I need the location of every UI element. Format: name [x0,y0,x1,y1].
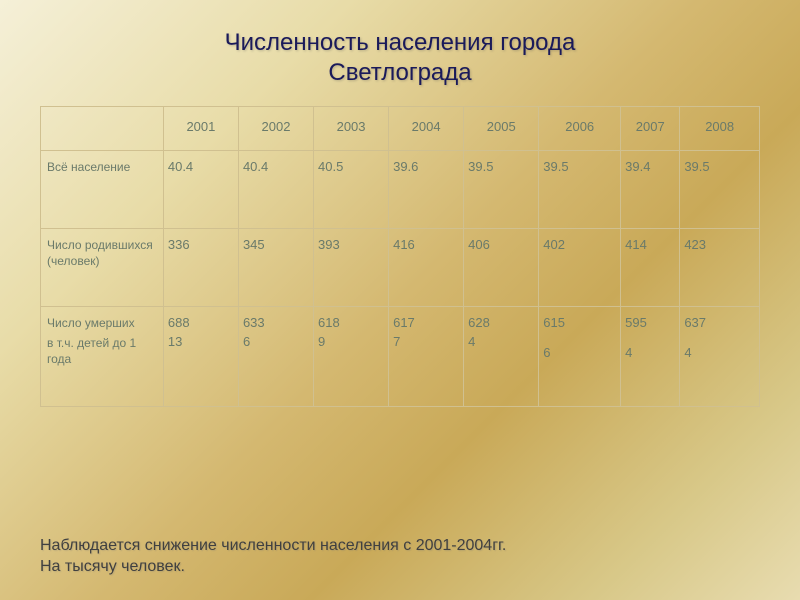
cell: 40.4 [163,151,238,229]
header-year: 2003 [314,107,389,151]
cell: 637 4 [680,307,760,407]
title-line-1: Численность населения города [225,29,576,56]
header-year: 2001 [163,107,238,151]
title-line-2: Светлограда [328,59,471,86]
deaths-main: 618 [318,315,340,330]
deaths-main: 628 [468,315,490,330]
slide-title: Численность населения города Светлограда [0,0,800,88]
deaths-main: 688 [168,315,190,330]
deaths-sub: 6 [543,345,550,360]
deaths-sub: 13 [168,334,234,349]
deaths-sub: 4 [468,334,534,349]
cell: 402 [539,229,621,307]
deaths-sub: 9 [318,334,384,349]
deaths-main: 595 [625,315,647,330]
deaths-sub: 7 [393,334,459,349]
header-blank [41,107,164,151]
population-table: 2001 2002 2003 2004 2005 2006 2007 2008 … [40,106,760,407]
cell: 633 6 [238,307,313,407]
cell: 345 [238,229,313,307]
row-label-total-population: Всё население [41,151,164,229]
header-year: 2007 [621,107,680,151]
cell: 39.5 [539,151,621,229]
cell: 617 7 [389,307,464,407]
cell: 414 [621,229,680,307]
header-year: 2002 [238,107,313,151]
row-label-deaths: Число умерших в т.ч. детей до 1 года [41,307,164,407]
cell: 336 [163,229,238,307]
deaths-main: 633 [243,315,265,330]
cell: 40.5 [314,151,389,229]
cell: 595 4 [621,307,680,407]
cell: 39.5 [464,151,539,229]
deaths-sub: 4 [684,345,691,360]
header-year: 2006 [539,107,621,151]
cell: 423 [680,229,760,307]
table-header-row: 2001 2002 2003 2004 2005 2006 2007 2008 [41,107,760,151]
cell: 618 9 [314,307,389,407]
population-table-container: 2001 2002 2003 2004 2005 2006 2007 2008 … [40,106,760,407]
deaths-sub: 6 [243,334,309,349]
deaths-label-main: Число умерших [47,316,135,330]
deaths-main: 615 [543,315,565,330]
header-year: 2005 [464,107,539,151]
cell: 39.6 [389,151,464,229]
cell: 40.4 [238,151,313,229]
header-year: 2004 [389,107,464,151]
cell: 416 [389,229,464,307]
footer-line-1: Наблюдается снижение численности населен… [40,537,506,554]
header-year: 2008 [680,107,760,151]
cell: 406 [464,229,539,307]
table-row: Число умерших в т.ч. детей до 1 года 688… [41,307,760,407]
cell: 39.5 [680,151,760,229]
footer-note: Наблюдается снижение численности населен… [40,535,760,578]
cell: 615 6 [539,307,621,407]
footer-line-2: На тысячу человек. [40,558,185,575]
deaths-main: 637 [684,315,706,330]
deaths-main: 617 [393,315,415,330]
row-label-births: Число родившихся (человек) [41,229,164,307]
cell: 628 4 [464,307,539,407]
table-row: Число родившихся (человек) 336 345 393 4… [41,229,760,307]
deaths-label-sub: в т.ч. детей до 1 года [47,335,157,367]
cell: 688 13 [163,307,238,407]
cell: 393 [314,229,389,307]
table-row: Всё население 40.4 40.4 40.5 39.6 39.5 3… [41,151,760,229]
deaths-sub: 4 [625,345,632,360]
cell: 39.4 [621,151,680,229]
